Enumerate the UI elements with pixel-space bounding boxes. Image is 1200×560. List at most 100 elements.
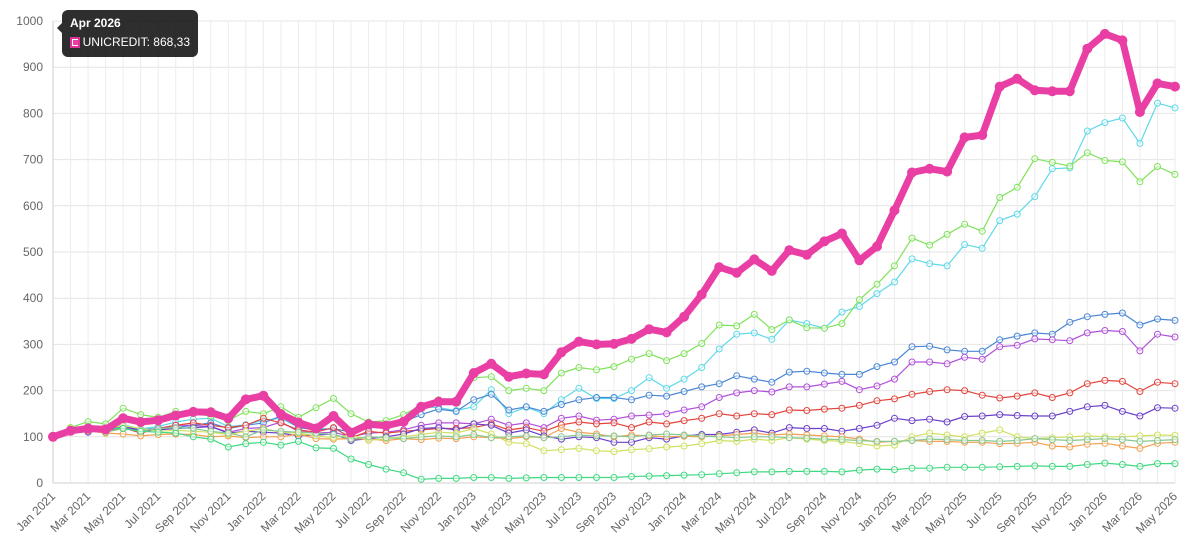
data-point	[205, 407, 216, 418]
data-point	[83, 423, 94, 434]
data-point	[996, 343, 1004, 351]
data-point	[1048, 436, 1056, 444]
data-point	[1099, 28, 1110, 39]
data-point	[557, 474, 565, 481]
data-point	[1154, 315, 1161, 323]
data-point	[1171, 404, 1179, 412]
data-point	[733, 322, 741, 330]
data-point	[557, 369, 565, 377]
data-point	[1118, 328, 1126, 335]
data-point	[1154, 330, 1161, 338]
data-point	[575, 418, 583, 426]
data-point	[943, 436, 951, 444]
data-point	[540, 434, 548, 442]
data-point	[680, 406, 688, 414]
data-point	[785, 406, 793, 414]
data-point	[1083, 127, 1091, 135]
data-point	[978, 347, 986, 355]
data-point	[803, 367, 811, 375]
data-point	[943, 386, 951, 394]
data-point	[873, 382, 881, 390]
data-point	[277, 427, 285, 435]
data-point	[820, 425, 828, 432]
y-tick-label: 300	[23, 337, 43, 351]
data-point	[978, 355, 986, 363]
data-point	[593, 394, 600, 401]
data-point	[1066, 437, 1074, 444]
data-point	[154, 428, 162, 436]
data-point	[698, 471, 706, 479]
data-point	[768, 388, 776, 396]
data-point	[820, 380, 828, 388]
data-point	[1031, 329, 1039, 337]
data-point	[330, 424, 337, 432]
data-point	[750, 310, 758, 318]
data-point	[1171, 316, 1179, 324]
data-point	[1048, 442, 1056, 450]
data-point	[961, 353, 969, 361]
data-point	[628, 433, 635, 441]
tooltip-label: UNICREDIT: 868,33	[82, 35, 190, 49]
data-point	[610, 474, 618, 481]
data-point	[943, 418, 951, 426]
data-point	[626, 333, 637, 344]
data-point	[768, 468, 776, 476]
data-point	[645, 391, 653, 399]
data-point	[1101, 459, 1109, 467]
data-point	[926, 388, 934, 395]
data-point	[381, 420, 392, 431]
data-point	[593, 432, 600, 440]
data-point	[943, 262, 951, 270]
tooltip-row: UNICREDIT: 868,33	[70, 35, 190, 49]
data-point	[1066, 407, 1074, 415]
data-point	[470, 431, 478, 438]
data-point	[1136, 347, 1144, 355]
data-point	[1136, 412, 1144, 420]
data-point	[733, 412, 741, 420]
data-point	[961, 413, 969, 420]
data-point	[645, 418, 653, 426]
data-point	[433, 396, 444, 407]
data-point	[628, 446, 635, 454]
data-point	[1171, 436, 1179, 444]
data-point	[1066, 318, 1074, 326]
data-point	[891, 466, 898, 474]
data-point	[330, 444, 337, 452]
data-point	[836, 228, 847, 239]
data-point	[768, 378, 776, 386]
data-point	[242, 433, 250, 441]
data-point	[328, 411, 339, 421]
data-point	[820, 467, 828, 475]
data-point	[715, 321, 723, 329]
data-point	[1031, 155, 1039, 163]
data-point	[1083, 313, 1091, 321]
data-point	[838, 370, 846, 378]
data-point	[1136, 139, 1144, 147]
data-point	[838, 377, 846, 385]
data-point	[785, 467, 793, 475]
data-point	[1031, 435, 1039, 443]
data-point	[680, 431, 688, 439]
data-point	[1118, 407, 1126, 415]
data-point	[872, 241, 882, 252]
data-point	[1031, 412, 1039, 420]
data-point	[733, 372, 741, 380]
data-point	[750, 375, 758, 383]
data-point	[908, 437, 916, 444]
data-point	[487, 474, 495, 481]
data-point	[978, 463, 986, 471]
data-point	[943, 346, 951, 354]
data-point	[575, 474, 583, 481]
data-point	[996, 426, 1004, 434]
data-point	[891, 262, 898, 270]
data-point	[943, 360, 951, 368]
data-point	[522, 384, 530, 392]
data-point	[1101, 157, 1109, 164]
data-point	[784, 245, 795, 256]
data-point	[1136, 462, 1144, 470]
data-point	[1066, 389, 1074, 397]
data-point	[1048, 165, 1056, 173]
data-point	[400, 435, 408, 443]
data-point	[540, 474, 548, 481]
